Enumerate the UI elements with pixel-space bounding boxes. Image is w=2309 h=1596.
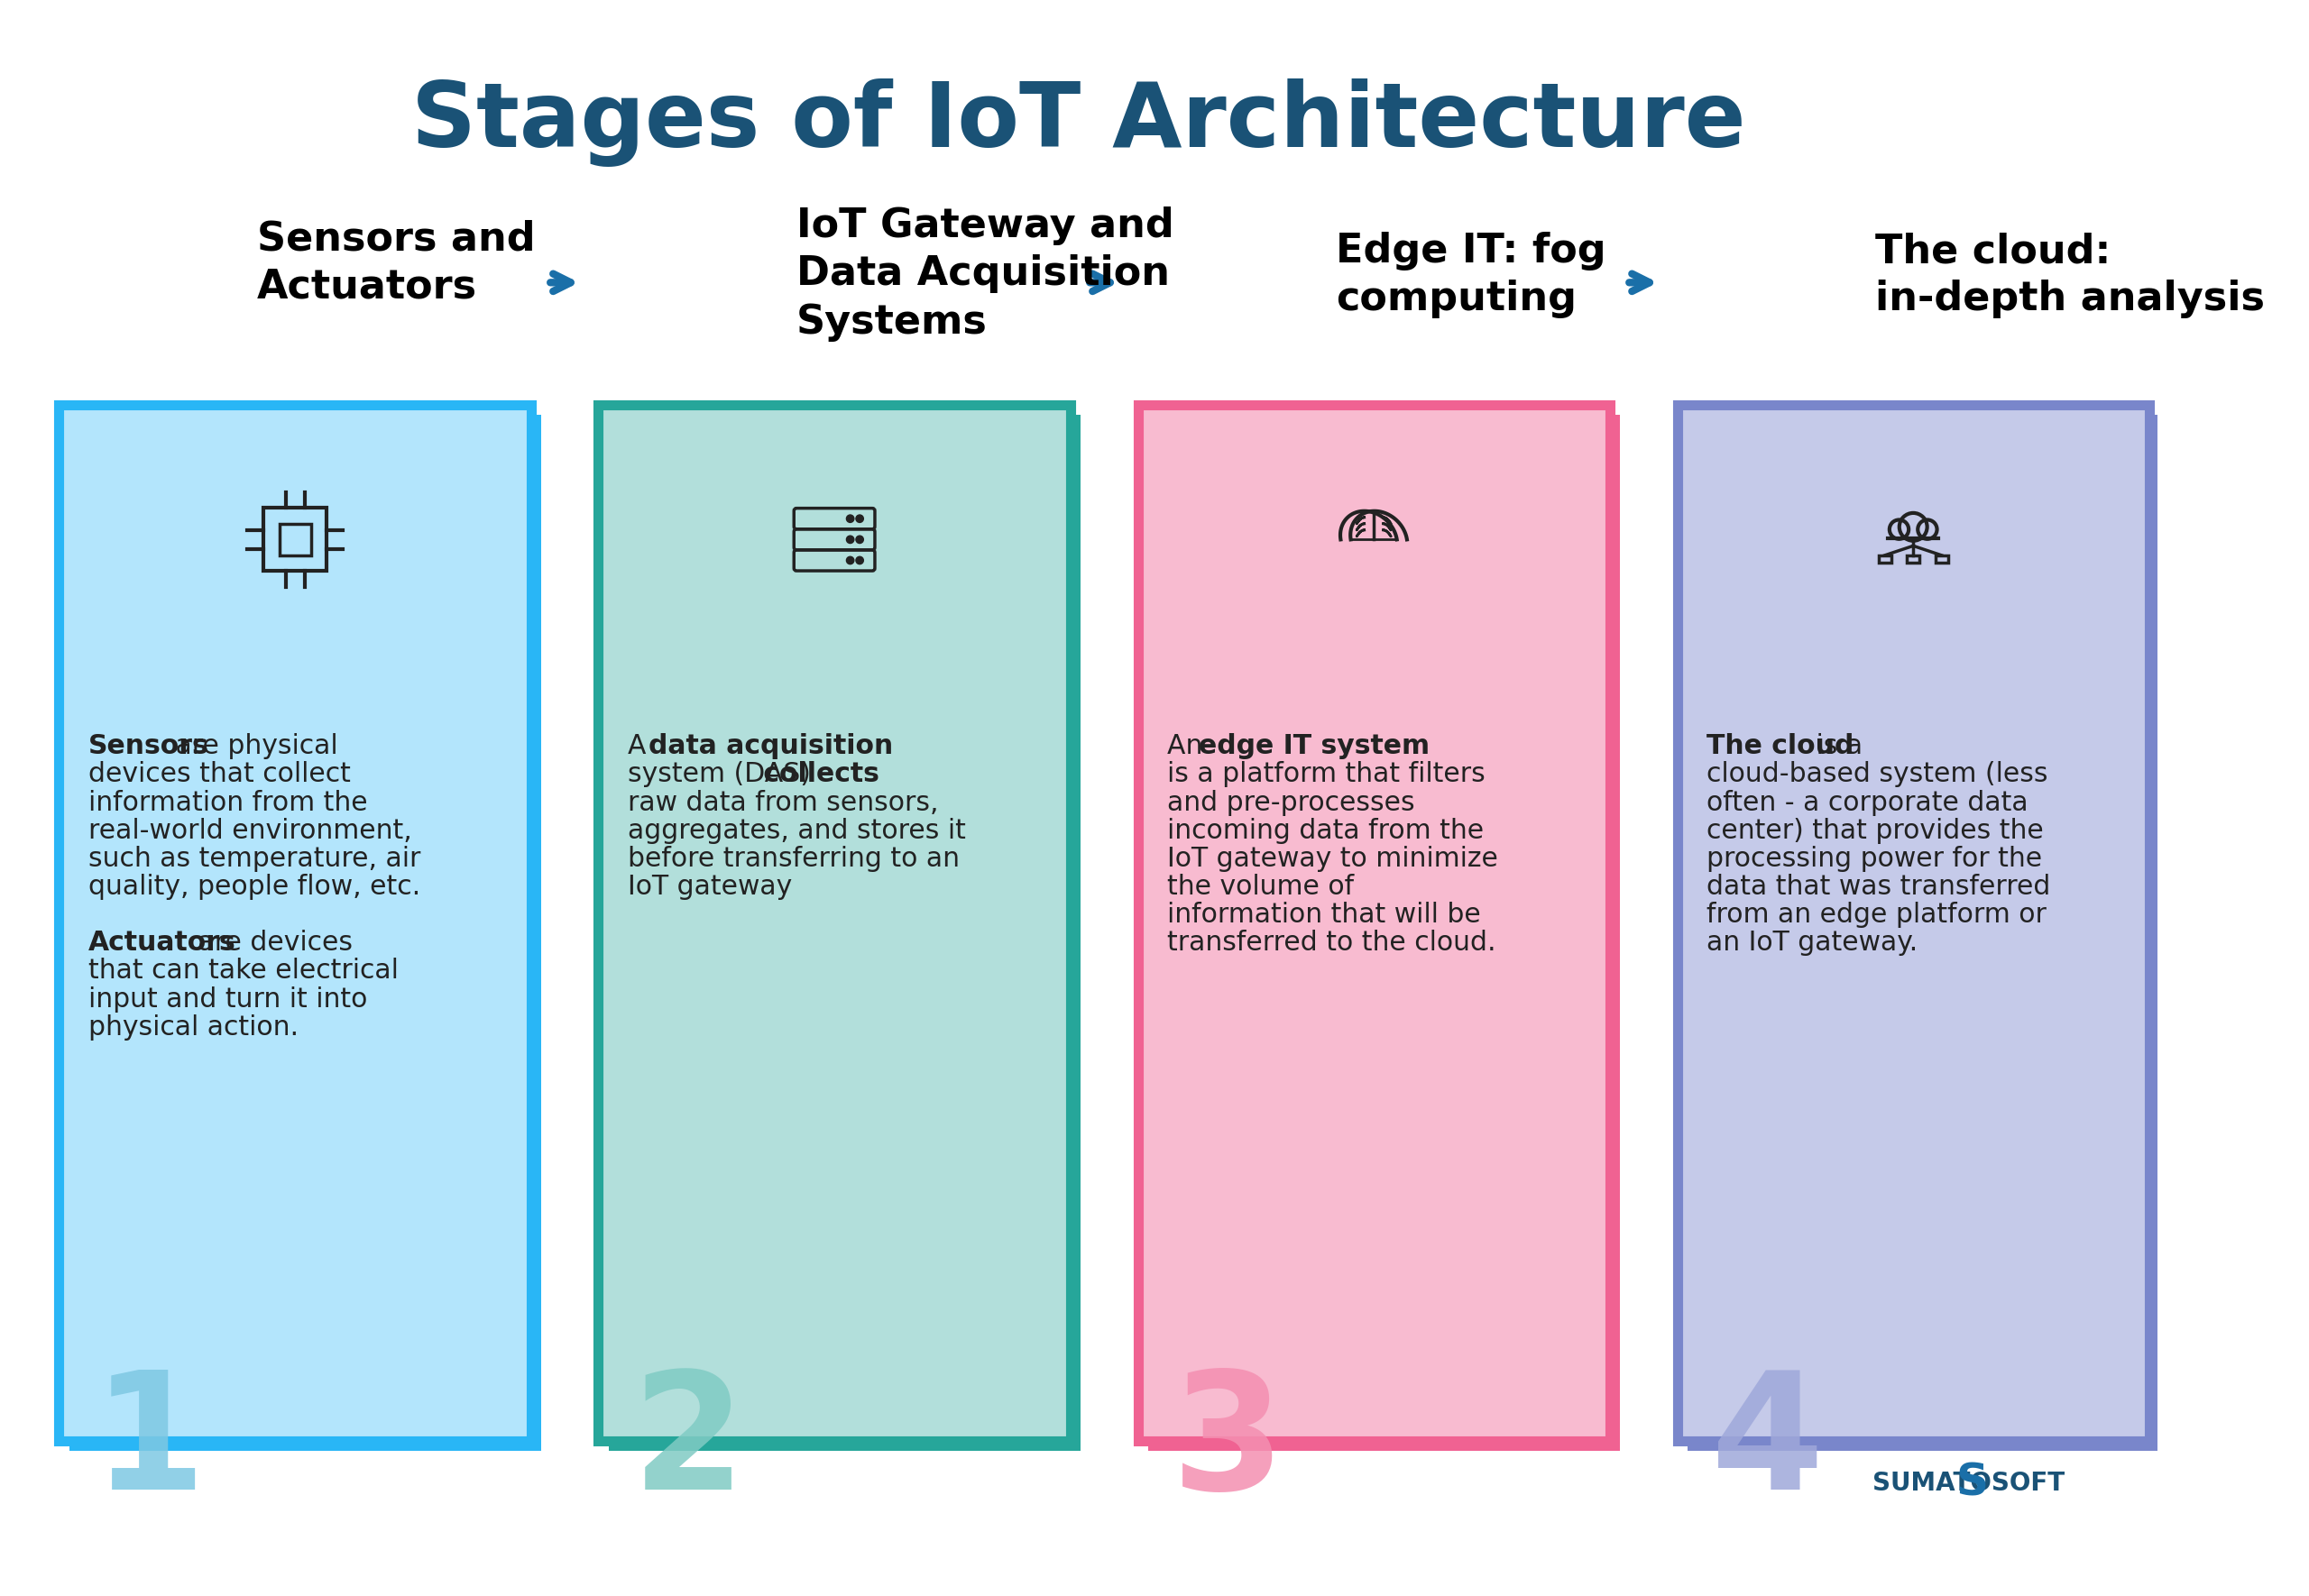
Text: 3: 3	[1171, 1365, 1284, 1524]
Text: before transferring to an: before transferring to an	[628, 846, 961, 871]
Text: often - a corporate data: often - a corporate data	[1706, 790, 2027, 816]
Circle shape	[847, 557, 854, 563]
FancyBboxPatch shape	[1676, 405, 2150, 1441]
Text: A: A	[628, 733, 656, 760]
Text: system (DAS): system (DAS)	[628, 761, 810, 787]
Text: transferred to the cloud.: transferred to the cloud.	[1168, 930, 1496, 956]
Text: Actuators: Actuators	[88, 930, 236, 956]
Text: that can take electrical: that can take electrical	[88, 958, 399, 985]
Text: Sensors: Sensors	[88, 733, 210, 760]
Text: cloud-based system (less: cloud-based system (less	[1706, 761, 2048, 787]
Text: Edge IT: fog
computing: Edge IT: fog computing	[1337, 231, 1607, 319]
Text: input and turn it into: input and turn it into	[88, 986, 367, 1012]
Circle shape	[857, 516, 864, 522]
Text: Sensors and
Actuators: Sensors and Actuators	[256, 219, 536, 306]
Text: 1: 1	[92, 1365, 206, 1524]
Text: IoT gateway to minimize: IoT gateway to minimize	[1168, 846, 1499, 871]
Text: 2: 2	[633, 1365, 746, 1524]
FancyBboxPatch shape	[1138, 405, 1609, 1441]
Text: IoT Gateway and
Data Acquisition
Systems: IoT Gateway and Data Acquisition Systems	[797, 207, 1175, 342]
Text: The cloud: The cloud	[1706, 733, 1854, 760]
Text: such as temperature, air: such as temperature, air	[88, 846, 420, 871]
Text: quality, people flow, etc.: quality, people flow, etc.	[88, 873, 420, 900]
Text: the volume of: the volume of	[1168, 873, 1353, 900]
Text: data acquisition: data acquisition	[649, 733, 894, 760]
Text: edge IT system: edge IT system	[1198, 733, 1429, 760]
Text: S: S	[1956, 1462, 1988, 1505]
Text: devices that collect: devices that collect	[88, 761, 351, 787]
FancyBboxPatch shape	[1148, 415, 1621, 1451]
FancyBboxPatch shape	[598, 405, 1071, 1441]
Text: Stages of IoT Architecture: Stages of IoT Architecture	[411, 78, 1746, 166]
FancyBboxPatch shape	[69, 415, 540, 1451]
Text: SUMATOSOFT: SUMATOSOFT	[1873, 1470, 2064, 1495]
Text: is a: is a	[1808, 733, 1863, 760]
Text: are physical: are physical	[166, 733, 337, 760]
Text: An: An	[1168, 733, 1212, 760]
Text: center) that provides the: center) that provides the	[1706, 817, 2043, 844]
Circle shape	[857, 557, 864, 563]
Text: information that will be: information that will be	[1168, 902, 1480, 927]
Text: and pre-processes: and pre-processes	[1168, 790, 1415, 816]
Text: are devices: are devices	[189, 930, 353, 956]
Circle shape	[847, 536, 854, 543]
Circle shape	[847, 516, 854, 522]
Text: real-world environment,: real-world environment,	[88, 817, 411, 844]
FancyBboxPatch shape	[610, 415, 1081, 1451]
Text: 4: 4	[1711, 1365, 1824, 1524]
Text: incoming data from the: incoming data from the	[1168, 817, 1485, 844]
Text: IoT gateway: IoT gateway	[628, 873, 792, 900]
Circle shape	[857, 536, 864, 543]
Text: from an edge platform or: from an edge platform or	[1706, 902, 2046, 927]
Text: data that was transferred: data that was transferred	[1706, 873, 2050, 900]
FancyBboxPatch shape	[1688, 415, 2159, 1451]
Text: an IoT gateway.: an IoT gateway.	[1706, 930, 1919, 956]
Text: The cloud:
in-depth analysis: The cloud: in-depth analysis	[1875, 231, 2265, 319]
Text: is a platform that filters: is a platform that filters	[1168, 761, 1485, 787]
FancyBboxPatch shape	[60, 405, 531, 1441]
Text: processing power for the: processing power for the	[1706, 846, 2043, 871]
Text: physical action.: physical action.	[88, 1013, 298, 1041]
Text: aggregates, and stores it: aggregates, and stores it	[628, 817, 965, 844]
Text: information from the: information from the	[88, 790, 367, 816]
Text: raw data from sensors,: raw data from sensors,	[628, 790, 940, 816]
Text: collects: collects	[755, 761, 880, 787]
